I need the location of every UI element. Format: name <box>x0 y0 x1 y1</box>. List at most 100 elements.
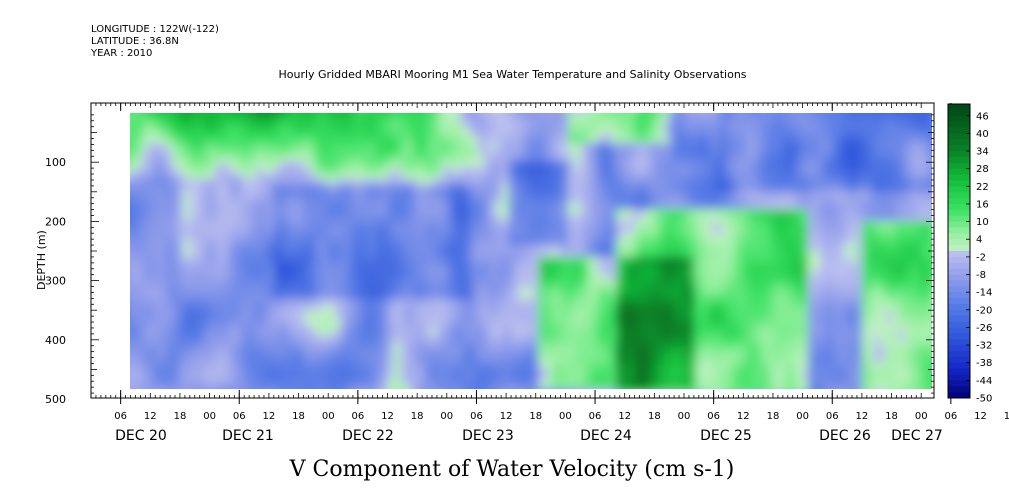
x-day-label: DEC 23 <box>462 428 514 444</box>
colorbar-tick-label: 4 <box>976 235 982 246</box>
x-hour-tick-label: 00 <box>915 411 928 422</box>
colorbar-band <box>948 386 970 393</box>
colorbar-band <box>948 309 970 317</box>
colorbar-band <box>948 245 970 252</box>
longitude-label: LONGITUDE : 122W(-122) <box>91 24 219 35</box>
x-hour-tick-label: 18 <box>767 411 780 422</box>
x-hour-tick-label: 06 <box>233 411 246 422</box>
colorbar-band <box>948 145 970 152</box>
colorbar-band <box>948 327 970 334</box>
colorbar-tick-label: 40 <box>976 129 989 140</box>
colorbar-band <box>948 380 970 387</box>
x-hour-tick-label: 06 <box>470 411 483 422</box>
colorbar-tick-label: -26 <box>976 323 992 334</box>
y-tick-label: 400 <box>45 334 66 347</box>
colorbar-band <box>948 209 970 217</box>
colorbar-band <box>948 233 970 240</box>
x-hour-tick-label: 12 <box>381 411 394 422</box>
x-hour-tick-label: 00 <box>203 411 216 422</box>
colorbar-band <box>948 256 970 264</box>
colorbar-band <box>948 298 970 305</box>
x-day-label: DEC 26 <box>819 428 871 444</box>
x-hour-tick-label: 06 <box>826 411 839 422</box>
x-hour-tick-label: 00 <box>796 411 809 422</box>
colorbar-band <box>948 321 970 328</box>
colorbar-band <box>948 221 970 228</box>
colorbar-tick-label: -44 <box>976 376 992 387</box>
colorbar-band <box>948 392 970 399</box>
colorbar-frame <box>947 103 971 399</box>
x-day-label: DEC 24 <box>580 428 632 444</box>
x-hour-tick-label: 18 <box>529 411 542 422</box>
x-hour-tick-label: 12 <box>500 411 513 422</box>
colorbar-band <box>948 139 970 146</box>
x-hour-tick-label: 12 <box>856 411 869 422</box>
colorbar-tick-label: -32 <box>976 341 992 352</box>
colorbar-band <box>948 303 970 311</box>
colorbar-band <box>948 239 970 246</box>
colorbar-band <box>948 362 970 370</box>
y-tick-label: 100 <box>45 156 66 169</box>
colorbar-band <box>948 368 970 375</box>
chart-title-wrap: Hourly Gridded MBARI Mooring M1 Sea Wate… <box>0 68 1009 81</box>
colorbar-band <box>948 339 970 346</box>
x-hour-tick-label: 12 <box>618 411 631 422</box>
colorbar-band <box>948 151 970 158</box>
x-day-label: DEC 25 <box>700 428 752 444</box>
colorbar-tick-label: -14 <box>976 288 992 299</box>
x-hour-tick-label: 18 <box>648 411 661 422</box>
colorbar-band <box>948 192 970 199</box>
colorbar-tick-label: 16 <box>976 199 989 210</box>
x-hour-tick-label: 00 <box>559 411 572 422</box>
x-hour-tick-label: 00 <box>322 411 335 422</box>
y-axis-label: DEPTH (m) <box>35 230 48 290</box>
x-hour-tick-label: 12 <box>263 411 276 422</box>
colorbar: 46 40 34 28 22 16 10 4 -2 -8 -14 -20 -26 -32 -38 -44 -50 <box>947 103 992 405</box>
y-tick-label: 300 <box>45 275 66 288</box>
x-hour-tick-label: 18 <box>1004 411 1009 422</box>
x-axis-title: V Component of Water Velocity (cm s-1) <box>289 457 735 482</box>
colorbar-band <box>948 162 970 170</box>
plot-frame <box>90 102 935 399</box>
colorbar-band <box>948 345 970 352</box>
x-hour-tick-label: 00 <box>678 411 691 422</box>
x-hour-tick-label: 18 <box>292 411 305 422</box>
y-tick-label: 200 <box>45 215 66 228</box>
colorbar-band <box>948 280 970 287</box>
x-hour-tick-label: 06 <box>114 411 127 422</box>
x-hour-tick-label: 06 <box>589 411 602 422</box>
x-day-label: DEC 27 <box>891 428 943 444</box>
x-hour-tick-label: 06 <box>351 411 364 422</box>
colorbar-band <box>948 274 970 281</box>
colorbar-band <box>948 356 970 364</box>
colorbar-tick-label: -50 <box>976 394 992 405</box>
colorbar-band <box>948 115 970 123</box>
colorbar-tick-label: -2 <box>976 252 986 263</box>
colorbar-band <box>948 268 970 276</box>
colorbar-band <box>948 333 970 340</box>
year-label: YEAR : 2010 <box>91 48 153 59</box>
colorbar-tick-label: 28 <box>976 164 989 175</box>
colorbar-band <box>948 198 970 205</box>
x-hour-tick-label: 18 <box>411 411 424 422</box>
latitude-label: LATITUDE : 36.8N <box>91 36 179 47</box>
colorbar-band <box>948 292 970 299</box>
y-tick-label: 500 <box>45 393 66 406</box>
heatmap-field <box>130 113 932 389</box>
colorbar-tick-label: 22 <box>976 182 989 193</box>
colorbar-band <box>948 286 970 293</box>
colorbar-band <box>948 203 970 211</box>
x-hour-tick-label: 06 <box>707 411 720 422</box>
colorbar-band <box>948 109 970 117</box>
colorbar-band <box>948 374 970 381</box>
chart-title: Hourly Gridded MBARI Mooring M1 Sea Wate… <box>278 68 747 81</box>
colorbar-band <box>948 186 970 193</box>
x-hour-tick-label: 00 <box>440 411 453 422</box>
colorbar-tick-label: -8 <box>976 270 986 281</box>
x-hour-tick-label: 18 <box>885 411 898 422</box>
x-day-label: DEC 20 <box>115 428 167 444</box>
colorbar-band <box>948 174 970 181</box>
colorbar-band <box>948 133 970 140</box>
x-day-label: DEC 22 <box>342 428 394 444</box>
